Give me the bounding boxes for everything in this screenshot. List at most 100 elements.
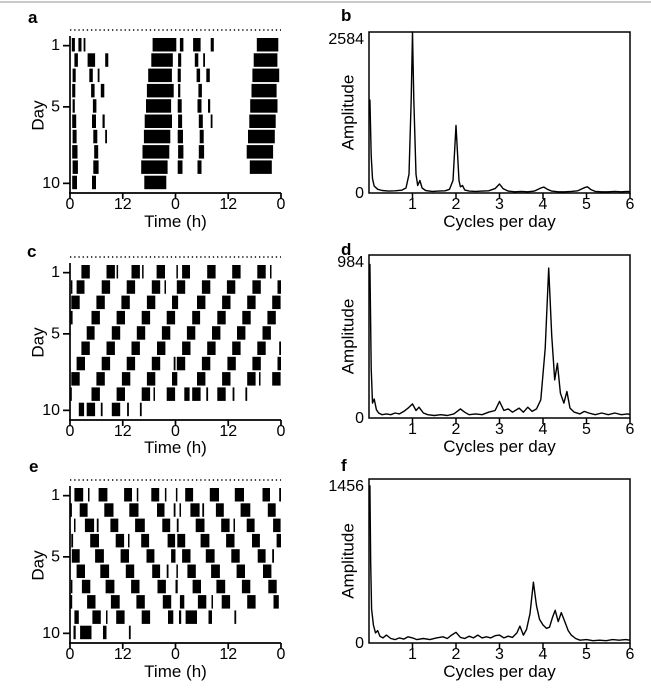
activity-bout bbox=[267, 503, 276, 517]
actogram-axes bbox=[63, 36, 282, 199]
activity-bout bbox=[103, 625, 107, 640]
activity-bout bbox=[124, 488, 132, 502]
activity-bout bbox=[162, 518, 171, 533]
activity-bout bbox=[250, 99, 278, 113]
activity-bout bbox=[105, 129, 107, 144]
activity-bout bbox=[136, 488, 139, 502]
activity-bout bbox=[71, 372, 80, 386]
day-tick-label: 10 bbox=[42, 175, 60, 192]
activity-bout bbox=[197, 295, 206, 310]
activity-bout bbox=[217, 387, 226, 401]
activity-bout bbox=[72, 129, 77, 144]
activity-bout bbox=[116, 610, 125, 624]
cycles-tick-label: 3 bbox=[495, 196, 504, 213]
activity-bout bbox=[76, 280, 85, 294]
activity-bout bbox=[100, 564, 110, 578]
activity-bout bbox=[126, 356, 136, 371]
activity-bout bbox=[90, 533, 99, 548]
activity-bout bbox=[262, 488, 270, 502]
activity-bout bbox=[272, 372, 281, 386]
activity-bout bbox=[97, 68, 100, 83]
cycles-tick-label: 1 bbox=[408, 646, 417, 663]
activity-bout bbox=[151, 356, 161, 371]
activity-bout bbox=[100, 402, 103, 417]
activity-bout bbox=[139, 402, 142, 417]
amplitude-axis-title: Amplitude bbox=[339, 299, 358, 375]
activity-bout bbox=[236, 564, 245, 578]
activity-bout bbox=[211, 564, 220, 578]
cycles-axis-title: Cycles per day bbox=[443, 662, 556, 681]
activity-bout bbox=[120, 549, 129, 563]
activity-bout bbox=[141, 533, 150, 548]
activity-bout bbox=[96, 518, 99, 533]
activity-bout bbox=[78, 38, 82, 52]
panel-d-spectrum: 1 2 3 4 5 6 984 0 Amplitude Cycles per day bbox=[337, 254, 634, 456]
activity-bout bbox=[131, 265, 140, 279]
cycles-tick-label: 2 bbox=[452, 646, 461, 663]
activity-bout bbox=[71, 295, 80, 310]
activity-bout bbox=[175, 488, 178, 502]
activity-bout bbox=[135, 518, 145, 533]
activity-bout bbox=[216, 579, 226, 594]
activity-bout bbox=[221, 595, 231, 609]
cycles-tick-label: 5 bbox=[582, 196, 591, 213]
actogram-axes bbox=[63, 263, 282, 426]
activity-bout bbox=[222, 295, 231, 310]
activity-bout bbox=[175, 372, 178, 386]
activity-bout bbox=[76, 564, 85, 578]
activity-bout bbox=[211, 595, 213, 609]
cycles-tick-label: 4 bbox=[539, 421, 548, 438]
time-tick-label: 12 bbox=[114, 196, 132, 213]
activity-bout bbox=[104, 503, 114, 517]
day-tick-label: 10 bbox=[42, 625, 60, 642]
activity-bout bbox=[72, 160, 78, 174]
panel-letter-e: e bbox=[29, 457, 39, 476]
activity-bout bbox=[146, 549, 155, 563]
activity-bout bbox=[177, 129, 183, 144]
activity-bout bbox=[210, 114, 213, 128]
activity-bout bbox=[110, 518, 119, 533]
activity-bout bbox=[157, 341, 166, 355]
activity-bout bbox=[127, 402, 129, 417]
cycles-tick-label: 3 bbox=[495, 421, 504, 438]
activity-bout bbox=[136, 326, 146, 340]
activity-bout bbox=[176, 564, 178, 578]
activity-bout bbox=[128, 533, 130, 548]
activity-bout bbox=[240, 503, 251, 517]
activity-bout bbox=[177, 160, 183, 174]
activity-bout bbox=[72, 83, 76, 98]
panel-letter-d: d bbox=[341, 240, 352, 259]
activity-bout bbox=[196, 68, 201, 83]
activity-bout bbox=[106, 341, 115, 355]
activity-bout bbox=[74, 610, 79, 624]
cycles-tick-label: 1 bbox=[408, 196, 417, 213]
activity-bout bbox=[91, 387, 100, 401]
activity-bout bbox=[81, 265, 90, 279]
activity-bout bbox=[84, 518, 95, 533]
activity-bout bbox=[141, 310, 151, 325]
activity-bout bbox=[263, 564, 272, 578]
activity-bout bbox=[186, 326, 196, 340]
activity-bout bbox=[201, 280, 211, 294]
activity-bout bbox=[116, 387, 125, 401]
activity-bout bbox=[227, 356, 236, 371]
activity-bout bbox=[164, 280, 166, 294]
activity-bout bbox=[207, 341, 216, 355]
panel-f-spectrum: 1 2 3 4 5 6 1456 0 Amplitude Cycles per day bbox=[328, 478, 634, 681]
panel-letter-f: f bbox=[341, 456, 347, 475]
activity-bout bbox=[226, 533, 235, 548]
activity-bout bbox=[116, 265, 119, 279]
activity-bout bbox=[73, 625, 76, 640]
activity-bout bbox=[182, 549, 191, 563]
activity-bout bbox=[156, 265, 165, 279]
actogram-axes bbox=[63, 486, 282, 649]
activity-bout bbox=[72, 175, 77, 190]
activity-bout bbox=[79, 503, 88, 517]
activity-bout bbox=[70, 387, 72, 401]
cycles-tick-label: 6 bbox=[626, 196, 635, 213]
activity-bout bbox=[242, 310, 251, 325]
activity-bout bbox=[128, 625, 131, 640]
spectrum-axes bbox=[411, 193, 631, 199]
